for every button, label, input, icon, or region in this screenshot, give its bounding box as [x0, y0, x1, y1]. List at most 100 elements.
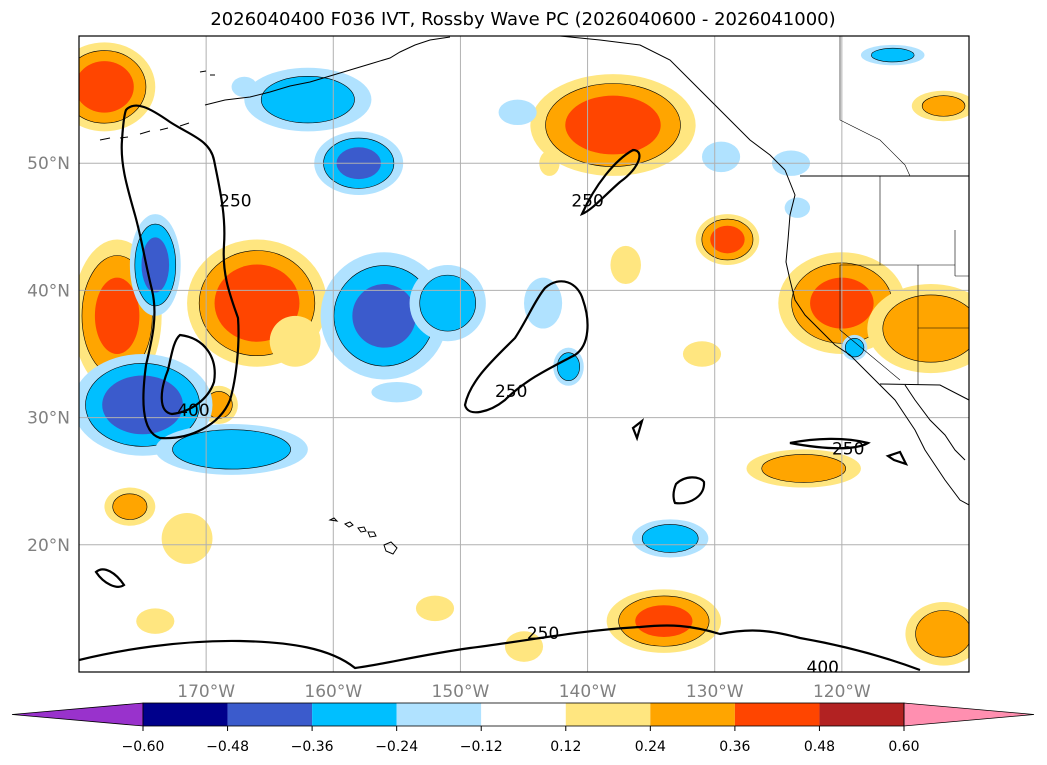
west-coast-coastline — [784, 169, 969, 506]
x-tick-label: 160°W — [304, 682, 362, 702]
pc-anomaly-region — [905, 602, 969, 666]
pc-anomaly-region — [129, 214, 181, 316]
colorbar-extend-high — [903, 702, 1035, 727]
colorbar-tick-label: −0.12 — [460, 739, 503, 755]
colorbar-segment — [734, 703, 820, 726]
pc-level-fill — [682, 341, 722, 367]
x-axis-ticks: 170°W 160°W 150°W 140°W 130°W 120°W — [177, 682, 871, 702]
pc-anomaly-region — [841, 334, 868, 361]
pc-anomaly-region — [244, 67, 372, 132]
aleutian-islands — [99, 70, 215, 141]
colorbar-segment — [565, 703, 651, 726]
hawaiian-islands — [328, 517, 398, 555]
pc-level-fill — [94, 277, 140, 354]
pc-anomaly-region — [860, 44, 925, 66]
pc-level-fill — [260, 75, 355, 124]
colorbar-tick-label: 0.12 — [550, 739, 581, 755]
colorbar-segment — [819, 703, 904, 726]
colorbar: −0.60 −0.48 −0.36 −0.24 −0.12 0.12 0.24 0.36 0.4… — [11, 702, 1035, 755]
pc-level-fill — [352, 284, 416, 348]
colorbar-tick-label: 0.24 — [635, 739, 666, 755]
baja-gulf-coastline — [904, 384, 966, 461]
contour-labels: 250 250 250 250 250 400 400 — [177, 191, 864, 678]
contour-250-central — [463, 280, 589, 414]
colorbar-tick-label: −0.36 — [291, 739, 334, 755]
pc-level-fill — [635, 605, 693, 638]
pc-level-fill — [557, 352, 580, 382]
y-tick-label: 20°N — [27, 536, 70, 556]
pc-anomaly-region — [695, 214, 760, 265]
pc-anomaly-region — [498, 99, 537, 126]
pc-level-fill — [269, 315, 321, 367]
contour-250-south — [79, 624, 921, 672]
gridlines — [79, 36, 969, 672]
pc-anomaly-region — [553, 347, 584, 386]
contour-label: 400 — [807, 658, 839, 678]
contour-label: 250 — [527, 624, 559, 644]
pc-level-fill — [172, 429, 291, 470]
canada-province-line — [839, 36, 911, 177]
pc-level-fill — [784, 197, 811, 218]
pc-level-fill — [565, 95, 661, 155]
contour-label: 250 — [495, 382, 527, 402]
contour-label: 400 — [177, 401, 209, 421]
pc-anomaly-region — [415, 595, 455, 622]
pc-anomaly-region — [269, 315, 321, 367]
pc-level-fill — [702, 141, 741, 173]
pc-level-fill — [112, 493, 148, 520]
colorbar-tick-label: 0.48 — [804, 739, 835, 755]
contour-small-east — [885, 450, 909, 466]
colorbar-tick-label: 0.36 — [719, 739, 750, 755]
pc-level-fill — [498, 99, 537, 126]
pc-anomaly-region — [610, 245, 641, 285]
pc-level-fill — [610, 245, 641, 285]
pc-anomaly-region — [161, 513, 213, 564]
pc-anomaly-region — [524, 277, 563, 329]
map-frame — [78, 35, 970, 673]
colorbar-segment — [143, 703, 228, 726]
us-mexico-border — [879, 383, 969, 401]
chart-title: 2026040400 F036 IVT, Rossby Wave PC (202… — [210, 9, 835, 30]
pc-level-fill — [136, 608, 175, 634]
colorbar-tick-label: −0.60 — [122, 739, 165, 755]
pc-anomaly-region — [702, 141, 741, 173]
pc-level-fill — [371, 381, 423, 403]
pc-level-fill — [79, 61, 134, 113]
pc-anomaly-region — [136, 608, 175, 634]
colorbar-tick-label: −0.24 — [375, 739, 418, 755]
x-tick-label: 120°W — [813, 682, 871, 702]
colorbar-tick-label: −0.48 — [206, 739, 249, 755]
contour-label: 250 — [832, 439, 864, 459]
contour-400-west — [160, 333, 216, 416]
pc-anomaly-region — [371, 381, 423, 403]
y-tick-label: 50°N — [27, 154, 70, 174]
colorbar-outline — [142, 702, 905, 727]
colorbar-extend-low — [11, 702, 144, 727]
pc-level-fill — [870, 47, 915, 63]
y-axis-ticks: 50°N 40°N 30°N 20°N — [27, 154, 70, 556]
pc-anomaly-region — [155, 423, 308, 475]
gulf-of-alaska-coastline — [559, 36, 786, 171]
contour-small-1 — [631, 418, 645, 442]
colorbar-segment — [227, 703, 313, 726]
contour-small-3 — [94, 568, 126, 588]
colorbar-segment — [650, 703, 735, 726]
pc-anomaly-region — [784, 197, 811, 218]
pc-anomaly-region — [632, 519, 709, 558]
ivt-contours — [79, 104, 921, 672]
pc-level-fill — [524, 277, 563, 329]
contour-label: 250 — [219, 191, 251, 211]
contour-250-west — [120, 104, 240, 440]
pc-level-fill — [761, 454, 846, 483]
pc-anomaly-region — [530, 74, 696, 176]
colorbar-segment — [481, 703, 566, 726]
contour-small-2 — [672, 476, 706, 505]
pc-level-fill — [844, 338, 865, 358]
x-tick-label: 170°W — [177, 682, 235, 702]
pc-anomaly-region — [606, 589, 722, 653]
x-tick-label: 150°W — [432, 682, 490, 702]
pc-level-fill — [710, 225, 745, 254]
y-tick-label: 30°N — [27, 409, 70, 429]
colorbar-segment — [312, 703, 397, 726]
